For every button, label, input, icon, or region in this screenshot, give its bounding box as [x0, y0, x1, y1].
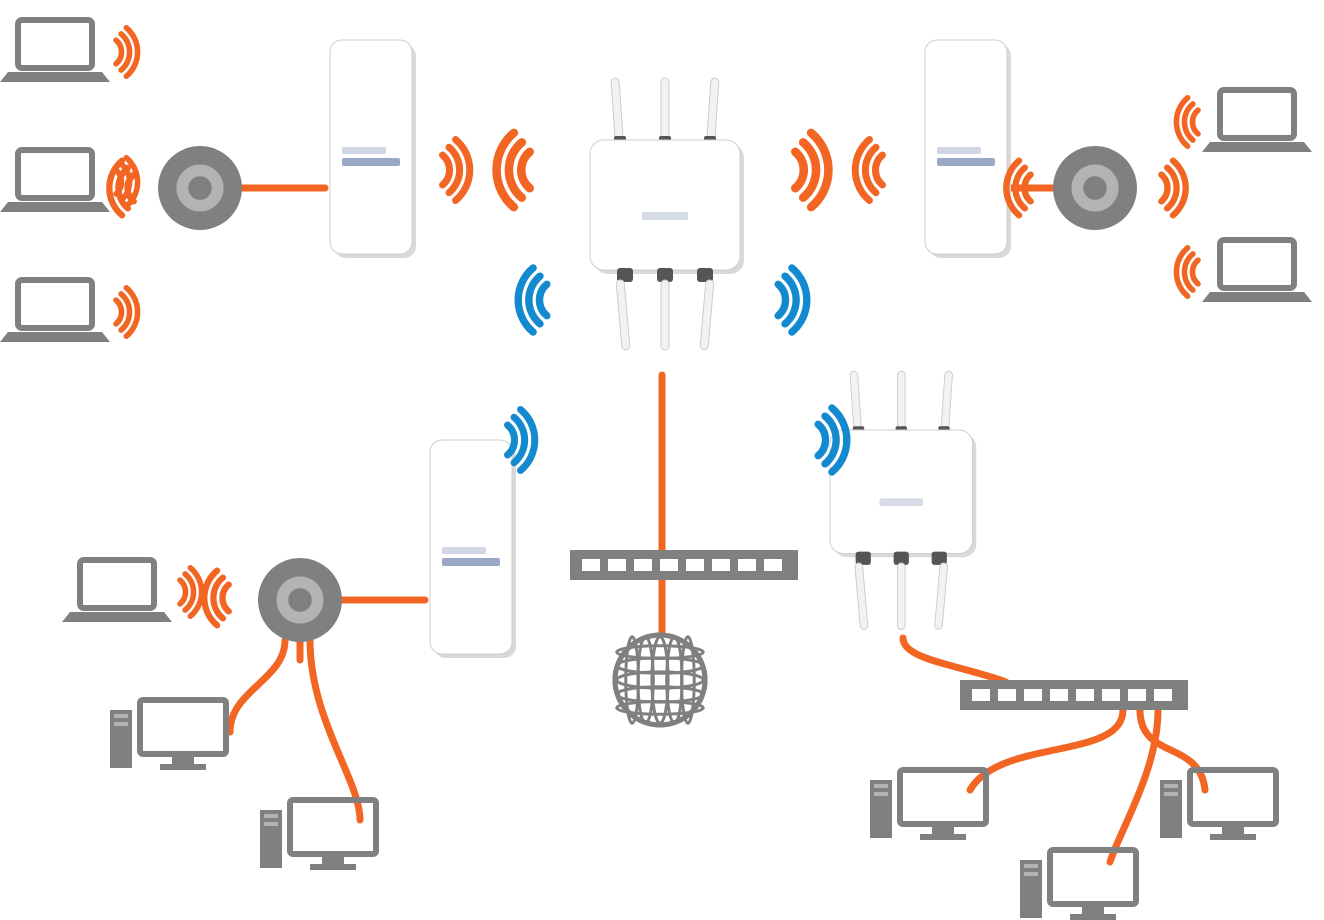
laptop-icon: [0, 280, 110, 342]
laptop-icon: [0, 150, 110, 212]
wifi-signal-icon: [116, 288, 138, 336]
cable: [230, 640, 285, 732]
network-diagram: [0, 0, 1324, 920]
outdoor-ap-icon: [590, 78, 744, 350]
wifi-signal-icon: [109, 161, 133, 216]
panel-ap-icon: [330, 40, 416, 258]
desktop-pc-icon: [110, 700, 226, 770]
laptop-icon: [62, 560, 172, 622]
desktop-pc-icon: [1020, 850, 1136, 920]
cable: [970, 710, 1123, 790]
globe-icon: [615, 635, 705, 725]
wifi-signal-icon: [204, 571, 228, 626]
access-point-dot: [1053, 146, 1137, 230]
network-switch-icon: [960, 680, 1188, 710]
wifi-signal-icon: [180, 568, 202, 616]
panel-ap-icon: [430, 440, 516, 658]
wifi-signal-icon: [1176, 248, 1198, 296]
access-point-dot: [158, 146, 242, 230]
laptop-icon: [0, 20, 110, 82]
desktop-pc-icon: [870, 770, 986, 840]
panel-ap-icon: [925, 40, 1011, 258]
wifi-signal-icon: [497, 133, 530, 207]
wifi-signal-icon: [855, 140, 882, 201]
cable: [1110, 710, 1158, 862]
wifi-signal-icon: [508, 410, 535, 471]
outdoor-ap-icon: [830, 371, 976, 630]
diagram-svg: [0, 0, 1324, 920]
wifi-signal-icon: [795, 133, 828, 207]
access-point-dot: [258, 558, 342, 642]
network-switch-icon: [570, 550, 798, 580]
desktop-pc-icon: [1160, 770, 1276, 840]
cable: [310, 640, 360, 820]
laptop-icon: [1202, 240, 1312, 302]
wifi-signal-icon: [1161, 161, 1185, 216]
wifi-signal-icon: [443, 140, 470, 201]
wifi-signal-icon: [518, 268, 547, 332]
laptop-icon: [1202, 90, 1312, 152]
wifi-signal-icon: [778, 268, 807, 332]
cable: [903, 638, 1006, 682]
wifi-signal-icon: [1176, 98, 1198, 146]
wifi-signal-icon: [116, 28, 138, 76]
